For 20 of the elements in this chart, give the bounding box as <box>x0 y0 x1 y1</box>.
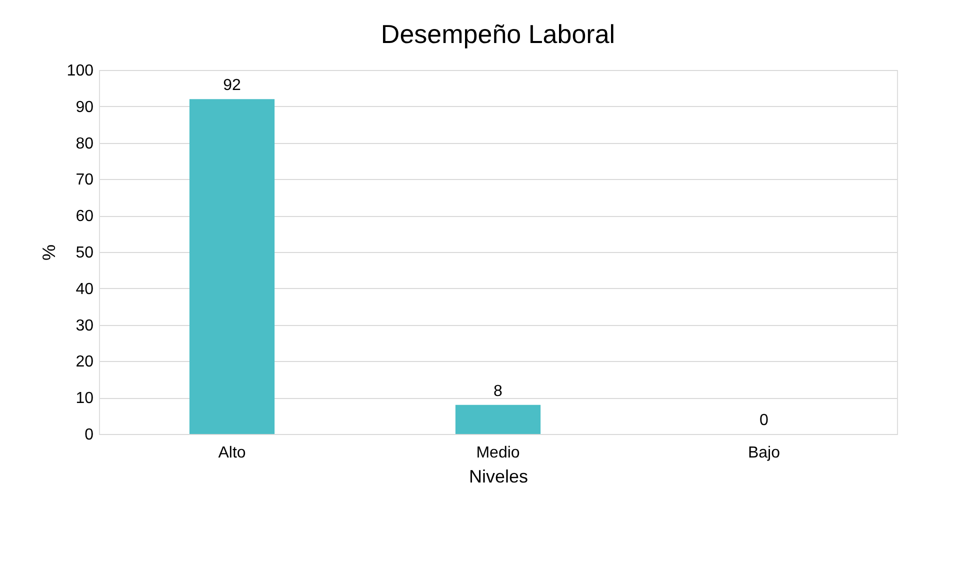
y-tick-label: 40 <box>76 280 94 298</box>
data-label: 92 <box>223 77 241 94</box>
y-tick-label: 20 <box>76 354 94 371</box>
x-tick-label: Bajo <box>748 444 780 462</box>
y-tick-label: 60 <box>76 208 94 226</box>
x-tick-label: Medio <box>476 444 520 462</box>
chart-title: Desempeño Laboral <box>380 19 616 49</box>
y-tick-label: 100 <box>66 62 94 80</box>
x-axis-title: Niveles <box>468 466 528 486</box>
data-label: 8 <box>494 382 503 400</box>
y-tick-label: 70 <box>76 172 94 189</box>
x-tick-label: Alto <box>218 444 246 462</box>
y-axis-title: % <box>38 244 59 261</box>
y-tick-label: 80 <box>76 135 94 152</box>
y-tick-label: 50 <box>76 244 94 262</box>
y-tick-label: 0 <box>84 426 94 444</box>
data-label: 0 <box>760 412 769 429</box>
y-tick-label: 90 <box>76 98 94 116</box>
y-tick-label: 30 <box>76 317 94 334</box>
y-tick-label: 10 <box>76 390 94 408</box>
